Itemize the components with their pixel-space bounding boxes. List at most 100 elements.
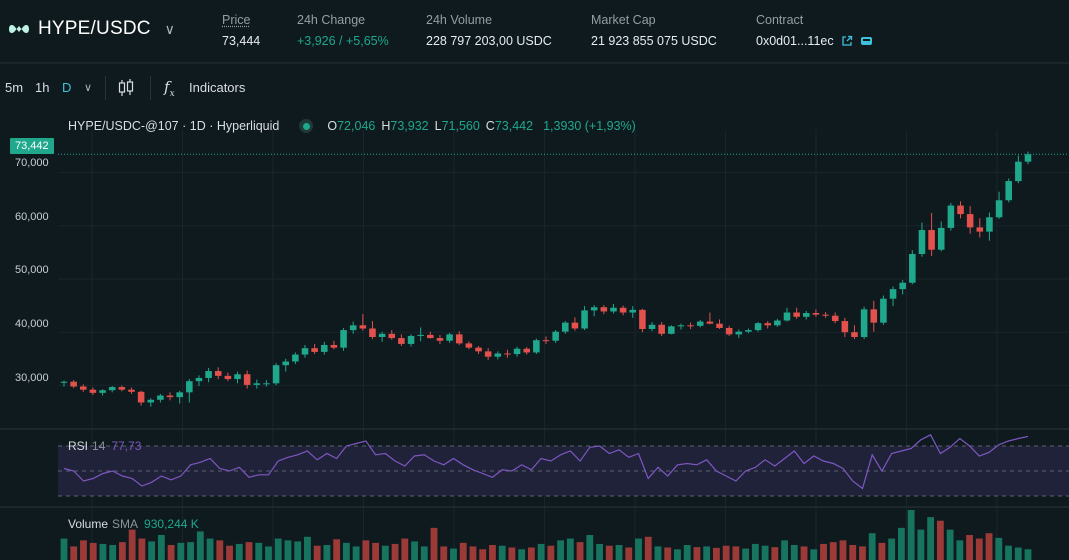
candle	[166, 395, 174, 398]
volume-bar	[547, 545, 555, 560]
candle	[812, 313, 820, 315]
candle	[157, 395, 164, 400]
volume-bar	[615, 545, 623, 560]
candle	[60, 381, 68, 383]
candle	[427, 334, 434, 339]
candle	[735, 331, 743, 335]
candle	[648, 324, 656, 330]
market-header: HYPE/USDC ∨ Price 73,444 24h Change +3,9…	[0, 0, 1069, 64]
external-link-icon[interactable]	[841, 35, 853, 47]
last-price-tag: 73,442	[10, 138, 54, 154]
y-axis-label: 30,000	[15, 372, 49, 384]
interval-5m[interactable]: 5m	[5, 80, 24, 95]
volume-bar	[70, 546, 78, 560]
candle	[272, 365, 280, 384]
candle	[176, 392, 183, 398]
interval-dropdown-chevron-icon[interactable]: ∨	[84, 82, 93, 94]
candle	[639, 309, 646, 330]
candle	[330, 344, 338, 348]
volume-bar	[596, 543, 603, 560]
volume-bar	[333, 539, 341, 560]
candle	[89, 389, 97, 393]
candle	[774, 320, 781, 326]
candle	[504, 353, 511, 355]
y-axis-label: 60,000	[15, 211, 49, 223]
volume-name: Volume	[68, 517, 109, 531]
volume-bar	[450, 548, 457, 560]
volume-bar	[956, 540, 964, 560]
candle	[475, 347, 482, 352]
candle	[658, 324, 665, 334]
candle	[976, 227, 984, 232]
candle	[629, 309, 637, 313]
stat-contract: Contract 0x0d01...11ec	[756, 13, 873, 48]
candle	[263, 383, 270, 385]
toolbar-divider	[105, 76, 106, 100]
ohlc-label: C	[485, 119, 495, 133]
candle	[793, 312, 800, 317]
candle	[822, 314, 829, 316]
legend-low: L71,560	[435, 119, 480, 133]
candlestick-type-icon[interactable]	[118, 78, 134, 98]
volume-bar	[664, 547, 672, 560]
stat-value: 73,444	[222, 34, 261, 48]
volume-bar	[527, 547, 535, 560]
interval-1h[interactable]: 1h	[35, 80, 50, 95]
candle	[947, 205, 955, 228]
y-axis-label: 40,000	[15, 318, 49, 330]
candle	[783, 312, 791, 321]
price-chart[interactable]	[0, 110, 1069, 560]
rsi-line	[63, 433, 1029, 490]
volume-bar	[352, 546, 360, 560]
interval-1d[interactable]: D	[62, 80, 72, 95]
candle	[369, 328, 376, 338]
candle	[706, 321, 714, 324]
candle	[995, 200, 1003, 218]
volume-bar	[1014, 547, 1022, 560]
candle	[224, 375, 232, 380]
volume-bar	[235, 543, 243, 560]
ohlc-value: 72,046	[337, 119, 376, 133]
volume-bar	[800, 546, 808, 560]
rsi-value: 77,73	[111, 439, 142, 453]
volume-bar	[89, 542, 97, 560]
candle	[590, 307, 598, 311]
candle	[687, 325, 694, 327]
candle	[128, 389, 135, 392]
candle	[899, 282, 906, 290]
candle	[417, 334, 424, 336]
volume-bar	[255, 542, 263, 560]
copy-icon[interactable]	[860, 35, 873, 47]
candle	[764, 323, 771, 326]
volume-bar	[479, 549, 487, 560]
volume-bar	[868, 533, 876, 560]
volume-bar	[576, 542, 584, 560]
indicators-button[interactable]: Indicators	[189, 80, 246, 95]
volume-bar	[888, 538, 896, 560]
volume-bar	[898, 527, 905, 560]
volume-bar	[761, 545, 769, 560]
toolbar-divider	[150, 76, 151, 100]
volume-bar	[644, 536, 652, 560]
volume-bar	[790, 545, 798, 560]
volume-bar	[566, 538, 574, 560]
volume-bar	[304, 536, 311, 560]
legend-change: 1,3930 (+1,93%)	[543, 119, 636, 133]
pair-selector[interactable]: HYPE/USDC ∨	[8, 18, 175, 40]
rsi-period: 14	[92, 439, 106, 453]
volume-bar	[109, 545, 117, 560]
volume-bar	[294, 541, 302, 560]
indicators-fx-icon[interactable]: fx	[164, 78, 175, 99]
volume-bar	[177, 542, 185, 560]
pair-name: HYPE/USDC	[38, 18, 151, 39]
volume-bar	[820, 543, 827, 560]
candle	[581, 310, 588, 329]
volume-bar	[391, 543, 399, 560]
volume-bar	[430, 527, 438, 560]
stat-value: 21 923 855 075 USDC	[591, 34, 717, 48]
volume-bar	[498, 545, 506, 560]
candle	[966, 214, 974, 228]
candle	[243, 374, 251, 385]
market-status-icon	[299, 119, 314, 133]
volume-bar	[459, 542, 467, 560]
